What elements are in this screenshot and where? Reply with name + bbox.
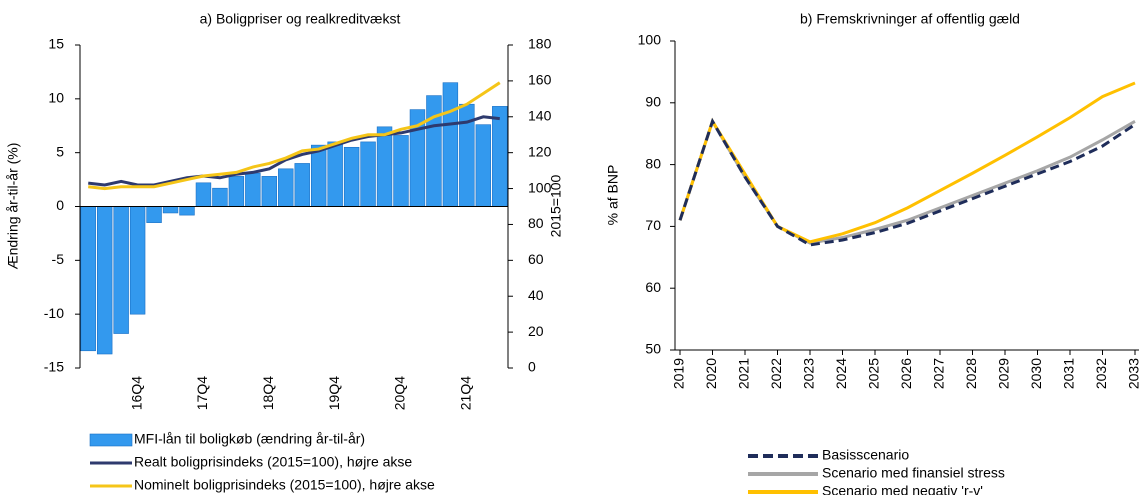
legend-label: Nominelt boligprisindeks (2015=100), høj… (134, 477, 435, 493)
bar (294, 163, 310, 207)
y2-tick-label: 20 (528, 323, 544, 339)
y2-tick-label: 60 (528, 251, 544, 267)
y2-tick-label: 0 (528, 359, 536, 375)
y2-tick-label: 40 (528, 287, 544, 303)
y2-tick-label: 120 (528, 143, 552, 159)
x-tick-label: 2024 (833, 358, 849, 389)
y-tick-label: 90 (645, 94, 661, 110)
y-tick-label: -15 (44, 359, 64, 375)
x-tick-label: 2031 (1061, 358, 1077, 389)
bar (475, 124, 492, 207)
legend-label: Realt boligprisindeks (2015=100), højre … (134, 454, 412, 470)
y2-tick-label: 100 (528, 179, 552, 195)
x-tick-label: 2019 (671, 358, 687, 389)
line (88, 81, 501, 191)
x-tick-label: 2026 (898, 358, 914, 389)
x-tick-label: 2032 (1093, 358, 1109, 389)
x-tick-label: 16Q4 (128, 376, 144, 410)
x-tick-label: 2027 (931, 358, 947, 389)
bar (343, 146, 360, 207)
x-tick-label: 2025 (866, 358, 882, 389)
y-axis-label: Ændring år-til-år (%) (5, 143, 21, 270)
y-axis-label: % af BNP (605, 165, 621, 226)
x-tick-label: 2023 (801, 358, 817, 389)
x-tick-label: 20Q4 (392, 376, 408, 410)
y-tick-label: 50 (645, 341, 661, 357)
legend-label: MFI-lån til boligkøb (ændring år-til-år) (134, 431, 365, 447)
y-tick-label: 80 (645, 155, 661, 171)
line (678, 117, 1136, 247)
bar (492, 106, 508, 207)
bar (212, 187, 228, 207)
y-tick-label: 5 (56, 143, 64, 159)
legend-label: Basisscenario (822, 447, 909, 463)
line (88, 115, 500, 187)
bar (129, 206, 146, 315)
legend-label: Scenario med finansiel stress (822, 465, 1005, 481)
y-tick-label: 70 (645, 217, 661, 233)
bar (162, 206, 179, 214)
bar (327, 141, 343, 207)
y-tick-label: 15 (48, 36, 64, 52)
bar (80, 206, 96, 352)
x-tick-label: 21Q4 (458, 376, 474, 410)
bar (310, 144, 327, 207)
x-tick-label: 2030 (1028, 358, 1044, 389)
y2-tick-label: 180 (528, 36, 552, 52)
y-tick-label: -10 (44, 305, 64, 321)
bar (113, 206, 129, 334)
x-tick-label: 2022 (768, 358, 784, 389)
x-tick-label: 2028 (963, 358, 979, 389)
bar (376, 126, 393, 207)
bar (426, 95, 442, 207)
x-tick-label: 17Q4 (194, 376, 210, 410)
y-tick-label: 60 (645, 279, 661, 295)
y2-tick-label: 160 (528, 72, 552, 88)
bar (195, 182, 212, 207)
bar (245, 172, 261, 207)
legend-label: Scenario med negativ 'r-v' (822, 483, 983, 495)
bar (442, 82, 459, 207)
bar (146, 206, 162, 223)
chart-title: a) Boligpriser og realkreditvækst (200, 11, 401, 27)
bar (393, 135, 409, 207)
chart-title: b) Fremskrivninger af offentlig gæld (800, 11, 1020, 27)
bar (261, 176, 278, 207)
x-tick-label: 19Q4 (326, 376, 342, 410)
bar (179, 206, 195, 216)
x-tick-label: 18Q4 (260, 376, 276, 410)
y2-tick-label: 140 (528, 107, 552, 123)
y-tick-label: 0 (56, 197, 64, 213)
y-tick-label: 10 (48, 90, 64, 106)
y2-axis-label: 2015=100 (548, 174, 564, 237)
y-tick-label: 100 (638, 32, 662, 48)
bar (360, 141, 376, 207)
y-tick-label: -5 (52, 251, 65, 267)
x-tick-label: 2033 (1126, 358, 1142, 389)
bar (96, 206, 113, 355)
x-tick-label: 2020 (703, 358, 719, 389)
legend-swatch (89, 433, 133, 447)
bar (278, 168, 294, 207)
y2-tick-label: 80 (528, 215, 544, 231)
x-tick-label: 2021 (736, 358, 752, 389)
bar (228, 176, 245, 207)
x-tick-label: 2029 (996, 358, 1012, 389)
